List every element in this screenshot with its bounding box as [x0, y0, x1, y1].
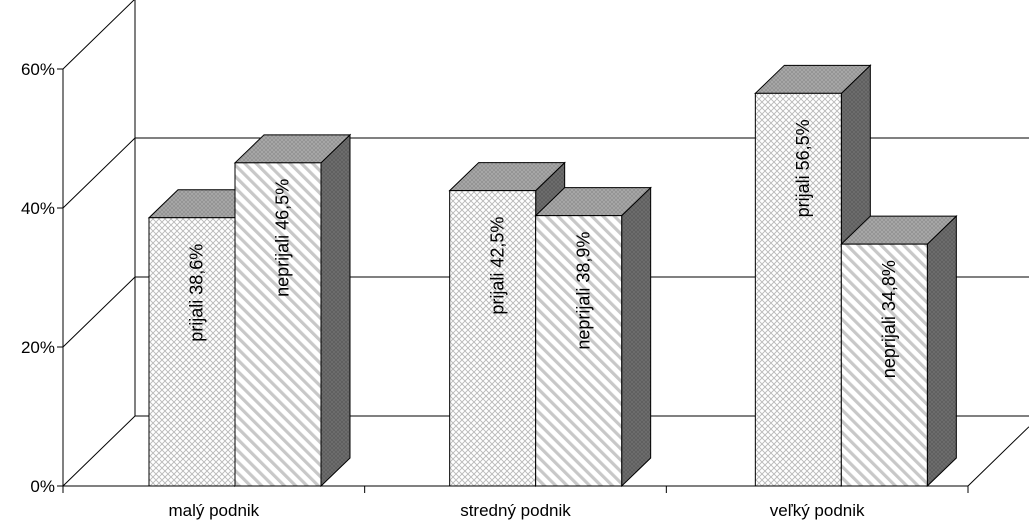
y-tick-label: 60% — [21, 60, 55, 79]
bar-side-face — [320, 133, 351, 488]
neprijali-bar: neprijali 38,9% — [534, 186, 652, 488]
neprijali-bar: neprijali 34,8% — [840, 214, 958, 488]
bar-side-face — [926, 214, 957, 488]
bar-front-face — [840, 243, 928, 487]
gridline-left-wall — [62, 276, 136, 348]
bar-front-face — [754, 92, 842, 487]
bar-data-label: neprijali 38,9% — [573, 232, 593, 350]
bar-data-label: prijali 38,6% — [187, 244, 207, 342]
x-category-label: malý podnik — [168, 501, 259, 520]
neprijali-bar: neprijali 46,5% — [233, 133, 352, 488]
bar-front-face — [148, 217, 236, 487]
y-tick-label: 40% — [21, 199, 55, 218]
bar-data-label: prijali 42,5% — [487, 217, 507, 315]
y-tick-label: 20% — [21, 338, 55, 357]
bar-front-face — [449, 190, 537, 487]
bar-front-face — [234, 162, 322, 487]
y-tick-label: 0% — [30, 477, 55, 496]
bar-data-label: prijali 56,5% — [793, 119, 813, 217]
x-category-label: veľký podnik — [770, 501, 865, 520]
gridline-left-wall — [62, 415, 136, 487]
bar-front-face — [535, 215, 623, 487]
bars-layer: prijali 38,6% neprijali 46,5% prijali 42,5… — [147, 64, 958, 488]
gridline-left-wall — [62, 0, 135, 70]
floor-right-edge — [967, 426, 1029, 487]
gridline-left-wall — [62, 137, 136, 209]
bar-side-face — [621, 186, 652, 488]
x-category-label: stredný podnik — [460, 501, 571, 520]
axis-layer: 0% 20% 40% 60% malý podnik stredný podnik veľk… — [21, 60, 969, 520]
bar-data-label: neprijali 46,5% — [273, 179, 293, 297]
bar-data-label: neprijali 34,8% — [879, 260, 899, 378]
